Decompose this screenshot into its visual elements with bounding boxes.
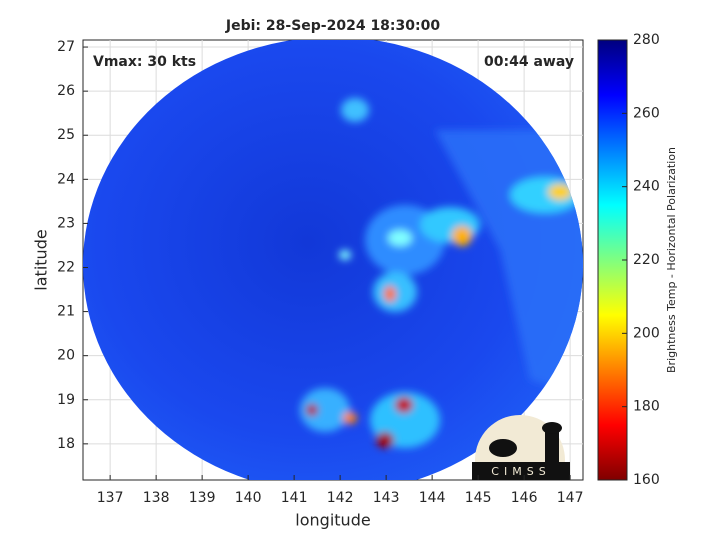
x-tick-label: 139 [189,490,216,506]
logo: CIMSS [472,415,570,480]
y-tick-label: 26 [57,83,75,99]
y-tick-label: 18 [57,436,75,452]
x-tick-label: 140 [235,490,262,506]
colorbar-tick-label: 280 [633,32,660,48]
y-tick-label: 22 [57,259,75,275]
y-tick-label: 25 [57,127,75,143]
y-tick-label: 21 [57,304,75,320]
colorbar-tick-label: 200 [633,325,660,341]
x-tick-label: 144 [419,490,446,506]
x-tick-label: 141 [281,490,308,506]
x-tick-label: 146 [511,490,538,506]
y-tick-label: 20 [57,348,75,364]
image-features [300,98,583,448]
colorbar-tick-label: 160 [633,472,660,488]
y-axis-label: latitude [32,229,51,290]
y-tick-label: 19 [57,392,75,408]
annotation: Vmax: 30 kts [93,54,196,70]
x-tick-label: 145 [465,490,492,506]
x-tick-label: 147 [557,490,584,506]
annotation: 00:44 away [484,54,574,70]
colorbar-tick-label: 220 [633,252,660,268]
colorbar-label: Brightness Temp - Horizontal Polarizatio… [665,147,678,373]
y-tick-label: 27 [57,39,75,55]
x-tick-label: 137 [97,490,124,506]
colorbar-tick-label: 260 [633,105,660,121]
y-tick-label: 23 [57,215,75,231]
x-tick-label: 142 [327,490,354,506]
satellite-image [83,40,583,480]
x-tick-label: 143 [373,490,400,506]
logo-text: CIMSS [491,465,550,478]
y-tick-label: 24 [57,171,75,187]
x-axis-label: longitude [295,511,370,530]
x-tick-label: 138 [143,490,170,506]
colorbar-tick-label: 180 [633,399,660,415]
colorbar-tick-label: 240 [633,179,660,195]
chart-title: Jebi: 28-Sep-2024 18:30:00 [225,18,440,34]
